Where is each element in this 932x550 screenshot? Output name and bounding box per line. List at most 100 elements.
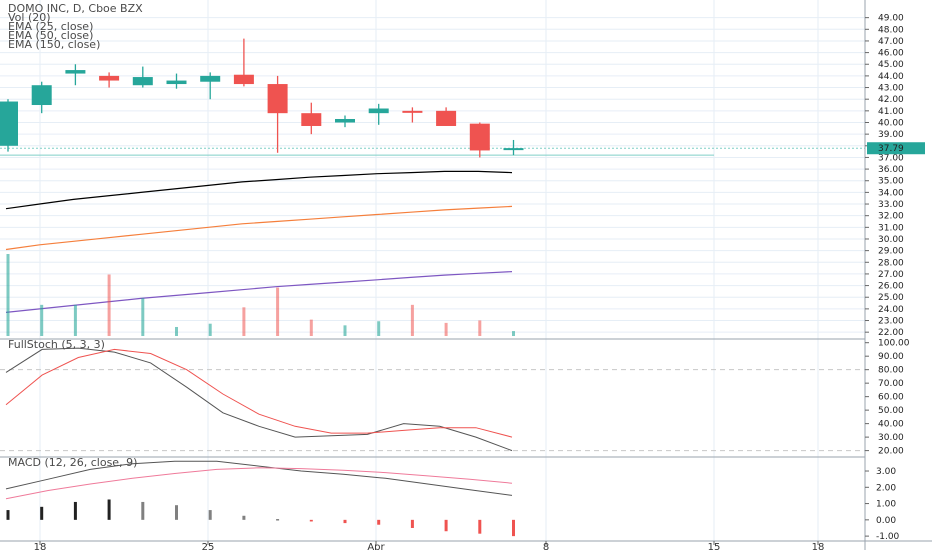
candle-body-3: [99, 75, 120, 81]
volume-bars: [6, 254, 515, 336]
macd-tick-label-1: 2.00: [876, 483, 896, 493]
volume-bar-3: [107, 274, 111, 336]
stoch-tick-label-5: 50.00: [878, 406, 904, 416]
volume-label: Vol (20): [8, 11, 51, 24]
candle-body-9: [301, 113, 322, 126]
price-tick-label-16: 33.00: [878, 200, 904, 210]
volume-bar-9: [309, 319, 313, 336]
stoch-tick-label-2: 80.00: [878, 366, 904, 376]
macd-label: MACD (12, 26, close, 9): [8, 456, 137, 469]
volume-bar-14: [478, 320, 482, 336]
ema50-label: EMA (50, close): [8, 29, 93, 42]
candle-body-2: [65, 70, 86, 74]
macd-hist-bar-13: [444, 519, 448, 532]
price-tick-label-1: 48.00: [878, 25, 904, 35]
macd-tick-label-2: 1.00: [876, 500, 896, 510]
price-tick-label-14: 35.00: [878, 177, 904, 187]
macd-tick-label-3: 0.00: [876, 516, 896, 526]
price-tick-label-2: 47.00: [878, 37, 904, 47]
signal-line: [5, 467, 513, 500]
macd-hist-bar-5: [175, 505, 178, 520]
macd-hist-bar-14: [478, 519, 482, 534]
ema25-label: EMA (25, close): [8, 20, 93, 33]
macd-hist-bar-4: [141, 501, 145, 520]
symbol-label: DOMO INC, D, Cboe BZX: [8, 2, 143, 15]
ema-lines: [5, 170, 513, 313]
price-tick-label-0: 49.00: [878, 14, 904, 24]
last-price-badge-label: 37.79: [878, 144, 904, 154]
volume-bar-11: [377, 321, 381, 336]
price-tick-label-20: 29.00: [878, 247, 904, 257]
macd-pane: [5, 460, 515, 537]
price-tick-label-9: 40.00: [878, 118, 904, 128]
stoch-tick-label-7: 30.00: [878, 433, 904, 443]
stoch-tick-label-4: 60.00: [878, 393, 904, 403]
x-tick-label-1: 25: [202, 542, 215, 550]
macd-tick-label-0: 3.00: [876, 467, 896, 477]
ema150-line: [5, 271, 513, 313]
volume-bar-7: [242, 307, 246, 336]
stoch-tick-label-0: 100.00: [878, 339, 910, 349]
grid: [0, 0, 865, 541]
candle-body-7: [233, 74, 254, 85]
macd-hist-bar-9: [309, 519, 313, 522]
price-tick-label-26: 23.00: [878, 317, 904, 327]
price-tick-label-18: 31.00: [878, 223, 904, 233]
volume-bar-5: [175, 326, 178, 336]
macd-hist-bar-10: [343, 519, 347, 524]
macd-hist-bar-7: [242, 515, 246, 520]
candle-body-6: [200, 75, 221, 82]
volume-bar-2: [73, 304, 77, 336]
stoch-tick-label-8: 20.00: [878, 447, 904, 457]
candles: [0, 38, 524, 158]
volume-bar-10: [343, 325, 347, 336]
stochastic-pane: [0, 347, 865, 452]
price-tick-label-5: 44.00: [878, 72, 904, 82]
price-tick-label-22: 27.00: [878, 270, 904, 280]
x-tick-label-5: 18: [812, 542, 825, 550]
candle-body-14: [469, 123, 490, 151]
price-tick-label-7: 42.00: [878, 95, 904, 105]
x-tick-label-2: Apr: [367, 542, 385, 550]
candle-body-11: [368, 108, 389, 114]
volume-bar-8: [276, 287, 280, 336]
macd-hist-bar-3: [107, 499, 111, 520]
price-tick-label-12: 37.00: [878, 153, 904, 163]
macd-hist-bar-2: [73, 501, 77, 520]
macd-hist-bar-12: [410, 519, 414, 528]
macd-hist-bar-11: [377, 519, 381, 525]
volume-bar-6: [208, 323, 212, 336]
x-tick-label-4: 15: [708, 542, 721, 550]
candle-body-0: [0, 101, 18, 146]
macd-hist-bar-15: [512, 519, 515, 537]
stoch-d-line: [5, 348, 513, 438]
ema50-line: [5, 205, 513, 251]
ema150-label: EMA (150, close): [8, 38, 100, 51]
price-tick-label-4: 45.00: [878, 60, 904, 70]
price-tick-label-10: 39.00: [878, 130, 904, 140]
volume-bar-0: [6, 254, 10, 336]
stoch-label: FullStoch (5, 3, 3): [8, 338, 105, 351]
candle-body-5: [166, 80, 187, 85]
last-price-badge: [867, 142, 925, 155]
price-tick-label-3: 46.00: [878, 49, 904, 59]
price-tick-label-8: 41.00: [878, 107, 904, 117]
price-tick-label-21: 28.00: [878, 258, 904, 268]
candle-body-15: [503, 148, 524, 151]
volume-bar-1: [40, 304, 44, 336]
volume-bar-12: [410, 304, 414, 336]
macd-hist-bar-8: [276, 519, 280, 521]
price-tick-label-25: 24.00: [878, 305, 904, 315]
stoch-tick-label-6: 40.00: [878, 420, 904, 430]
candle-body-13: [436, 110, 457, 126]
macd-hist-bar-1: [40, 506, 44, 520]
volume-bar-13: [444, 322, 448, 336]
candle-body-12: [402, 110, 423, 113]
macd-tick-label-4: -1.00: [876, 532, 900, 542]
volume-bar-15: [512, 331, 515, 336]
x-tick-label-3: 8: [543, 542, 549, 550]
price-tick-label-17: 32.00: [878, 212, 904, 222]
candle-body-8: [267, 84, 288, 114]
